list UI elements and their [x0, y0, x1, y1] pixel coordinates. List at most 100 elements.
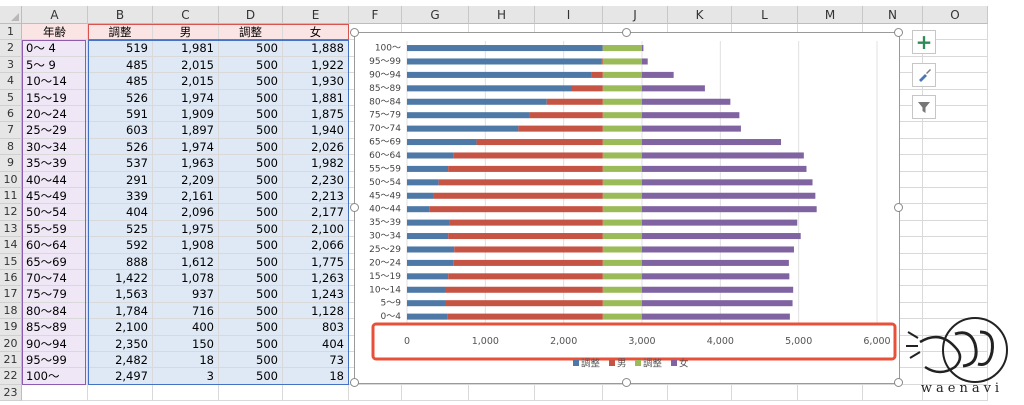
age-cell[interactable]: 60～64: [22, 237, 88, 253]
row-header-10[interactable]: 10: [0, 172, 22, 188]
empty-cell[interactable]: [88, 385, 153, 401]
male-cell[interactable]: 1,974: [153, 90, 219, 106]
column-header-g[interactable]: G: [402, 6, 469, 24]
adjust-1-cell[interactable]: 2,497: [88, 368, 153, 384]
adjust-1-cell[interactable]: 485: [88, 57, 153, 73]
adjust-1-cell[interactable]: 2,100: [88, 319, 153, 335]
age-cell[interactable]: 95～99: [22, 352, 88, 368]
row-header-18[interactable]: 18: [0, 303, 22, 319]
column-header-n[interactable]: N: [863, 6, 923, 24]
adjust-1-cell[interactable]: 1,563: [88, 286, 153, 302]
column-header-d[interactable]: D: [219, 6, 283, 24]
adjust-2-cell[interactable]: 500: [219, 106, 283, 122]
select-all-corner[interactable]: [0, 6, 22, 24]
adjust-2-cell[interactable]: 500: [219, 90, 283, 106]
female-cell[interactable]: 803: [283, 319, 349, 335]
row-header-1[interactable]: 1: [0, 24, 22, 40]
empty-cell[interactable]: [22, 385, 88, 401]
empty-cell[interactable]: [923, 270, 988, 286]
adjust-2-cell[interactable]: 500: [219, 286, 283, 302]
chart-filters-button[interactable]: [912, 95, 936, 119]
adjust-1-cell[interactable]: 591: [88, 106, 153, 122]
empty-cell[interactable]: [923, 221, 988, 237]
age-cell[interactable]: 40～44: [22, 172, 88, 188]
adjust-2-cell[interactable]: 500: [219, 254, 283, 270]
row-header-14[interactable]: 14: [0, 237, 22, 253]
male-cell[interactable]: 1,612: [153, 254, 219, 270]
column-header-k[interactable]: K: [668, 6, 732, 24]
male-cell[interactable]: 18: [153, 352, 219, 368]
adjust-1-cell[interactable]: 1,422: [88, 270, 153, 286]
female-cell[interactable]: 1,922: [283, 57, 349, 73]
adjust-2-cell[interactable]: 500: [219, 352, 283, 368]
adjust-1-cell[interactable]: 2,482: [88, 352, 153, 368]
adjust-2-cell[interactable]: 500: [219, 139, 283, 155]
female-cell[interactable]: 1,982: [283, 155, 349, 171]
adjust-1-cell[interactable]: 519: [88, 40, 153, 56]
empty-cell[interactable]: [923, 122, 988, 138]
row-header-12[interactable]: 12: [0, 204, 22, 220]
row-header-8[interactable]: 8: [0, 139, 22, 155]
adjust-1-cell[interactable]: 603: [88, 122, 153, 138]
female-cell[interactable]: 1,888: [283, 40, 349, 56]
female-cell[interactable]: 18: [283, 368, 349, 384]
age-cell[interactable]: 55～59: [22, 221, 88, 237]
chart-elements-button[interactable]: +: [912, 30, 936, 54]
male-cell[interactable]: 1,981: [153, 40, 219, 56]
female-cell[interactable]: 2,177: [283, 204, 349, 220]
header-cell-female[interactable]: 女: [283, 24, 349, 40]
column-header-b[interactable]: B: [88, 6, 153, 24]
column-header-e[interactable]: E: [283, 6, 349, 24]
adjust-2-cell[interactable]: 500: [219, 172, 283, 188]
male-cell[interactable]: 716: [153, 303, 219, 319]
adjust-2-cell[interactable]: 500: [219, 336, 283, 352]
female-cell[interactable]: 2,230: [283, 172, 349, 188]
empty-cell[interactable]: [668, 385, 732, 401]
column-header-i[interactable]: I: [535, 6, 603, 24]
row-header-2[interactable]: 2: [0, 40, 22, 56]
row-header-5[interactable]: 5: [0, 90, 22, 106]
adjust-2-cell[interactable]: 500: [219, 303, 283, 319]
adjust-1-cell[interactable]: 537: [88, 155, 153, 171]
resize-handle[interactable]: [350, 28, 359, 37]
female-cell[interactable]: 1,881: [283, 90, 349, 106]
age-cell[interactable]: 85～89: [22, 319, 88, 335]
adjust-2-cell[interactable]: 500: [219, 319, 283, 335]
adjust-1-cell[interactable]: 339: [88, 188, 153, 204]
row-header-16[interactable]: 16: [0, 270, 22, 286]
age-cell[interactable]: 15～19: [22, 90, 88, 106]
male-cell[interactable]: 1,963: [153, 155, 219, 171]
female-cell[interactable]: 1,930: [283, 73, 349, 89]
column-header-c[interactable]: C: [153, 6, 219, 24]
adjust-1-cell[interactable]: 2,350: [88, 336, 153, 352]
adjust-2-cell[interactable]: 500: [219, 270, 283, 286]
resize-handle[interactable]: [350, 378, 359, 387]
adjust-1-cell[interactable]: 888: [88, 254, 153, 270]
age-cell[interactable]: 10～14: [22, 73, 88, 89]
empty-cell[interactable]: [153, 385, 219, 401]
male-cell[interactable]: 1,897: [153, 122, 219, 138]
male-cell[interactable]: 1,908: [153, 237, 219, 253]
male-cell[interactable]: 2,015: [153, 73, 219, 89]
empty-cell[interactable]: [402, 385, 469, 401]
male-cell[interactable]: 1,975: [153, 221, 219, 237]
adjust-2-cell[interactable]: 500: [219, 40, 283, 56]
row-header-9[interactable]: 9: [0, 155, 22, 171]
empty-cell[interactable]: [923, 254, 988, 270]
resize-handle[interactable]: [894, 203, 903, 212]
male-cell[interactable]: 1,078: [153, 270, 219, 286]
age-cell[interactable]: 70～74: [22, 270, 88, 286]
adjust-2-cell[interactable]: 500: [219, 155, 283, 171]
column-header-m[interactable]: M: [798, 6, 863, 24]
adjust-2-cell[interactable]: 500: [219, 122, 283, 138]
male-cell[interactable]: 400: [153, 319, 219, 335]
header-cell-adjust-1[interactable]: 調整: [88, 24, 153, 40]
male-cell[interactable]: 3: [153, 368, 219, 384]
row-header-21[interactable]: 21: [0, 352, 22, 368]
male-cell[interactable]: 1,909: [153, 106, 219, 122]
empty-cell[interactable]: [798, 385, 863, 401]
empty-cell[interactable]: [349, 385, 402, 401]
header-cell-adjust-2[interactable]: 調整: [219, 24, 283, 40]
female-cell[interactable]: 2,213: [283, 188, 349, 204]
